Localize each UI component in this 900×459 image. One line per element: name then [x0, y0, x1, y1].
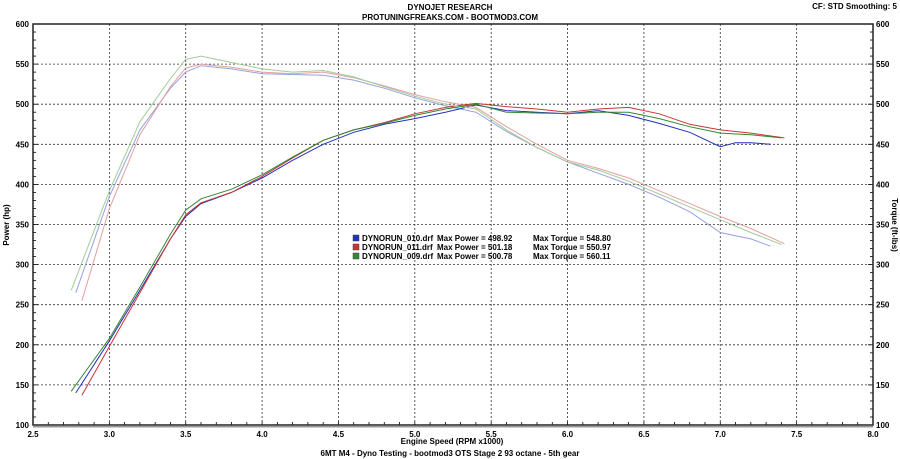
x-tick-label: 8.0 [867, 430, 879, 439]
grid [33, 24, 873, 425]
x-tick-label: 5.5 [486, 430, 498, 439]
y2-tick-label: 200 [876, 341, 890, 350]
legend-max-torque: Max Torque = 560.11 [533, 252, 611, 261]
y-tick-label: 300 [16, 261, 30, 270]
x-axis-label: Engine Speed (RPM x1000) [401, 437, 504, 446]
torque-line-DYNORUN_011.drf [81, 63, 785, 301]
y-tick-label: 600 [16, 20, 30, 29]
y2-tick-label: 300 [876, 261, 890, 270]
legend-max-power: Max Power = 500.78 [437, 252, 513, 261]
x-tick-label: 3.5 [180, 430, 192, 439]
x-tick-label: 6.5 [638, 430, 650, 439]
legend-max-power: Max Power = 501.18 [437, 243, 513, 252]
x-tick-label: 4.5 [333, 430, 345, 439]
x-tick-label: 2.5 [27, 430, 39, 439]
legend-swatch [352, 243, 360, 251]
y-tick-label: 100 [16, 421, 30, 430]
y-tick-label: 250 [16, 301, 30, 310]
power-line-DYNORUN_011.drf [81, 102, 785, 396]
x-tick-label: 6.0 [562, 430, 574, 439]
y-tick-label: 550 [16, 60, 30, 69]
y2-tick-label: 550 [876, 60, 890, 69]
y-tick-label: 350 [16, 221, 30, 230]
torque-line-DYNORUN_009.drf [70, 55, 782, 291]
legend-max-torque: Max Torque = 550.97 [533, 243, 611, 252]
plot-frame [32, 23, 874, 426]
y2-tick-label: 100 [876, 421, 890, 430]
y2-tick-label: 400 [876, 180, 890, 189]
legend-run-name: DYNORUN_009.drf [362, 252, 433, 261]
curves [70, 55, 785, 396]
legend-max-torque: Max Torque = 548.80 [533, 234, 611, 243]
settings-label: CF: STD Smoothing: 5 [812, 2, 897, 11]
y2-axis-label: Torque (ft-lbs) [890, 198, 899, 252]
x-tick-label: 7.5 [791, 430, 803, 439]
legend-run-name: DYNORUN_010.drf [362, 234, 433, 243]
x-tick-label: 7.0 [715, 430, 727, 439]
power-line-DYNORUN_010.drf [75, 104, 771, 394]
y-tick-label: 400 [16, 180, 30, 189]
y-tick-label: 450 [16, 140, 30, 149]
y-tick-label: 500 [16, 100, 30, 109]
torque-line-DYNORUN_010.drf [75, 65, 771, 293]
legend-run-name: DYNORUN_011.drf [362, 243, 433, 252]
y2-tick-label: 500 [876, 100, 890, 109]
chart-subtitle: PROTUNINGFREAKS.COM - BOOTMOD3.COM [362, 13, 538, 22]
y2-tick-label: 350 [876, 221, 890, 230]
y-axis-label: Power (hp) [2, 204, 11, 246]
power-line-DYNORUN_009.drf [70, 103, 782, 392]
legend-max-power: Max Power = 498.92 [437, 234, 513, 243]
x-tick-label: 4.0 [257, 430, 269, 439]
y2-tick-label: 150 [876, 381, 890, 390]
y-tick-label: 200 [16, 341, 30, 350]
legend-swatch [352, 234, 360, 242]
chart-title: DYNOJET RESEARCH [408, 3, 493, 12]
y2-tick-label: 450 [876, 140, 890, 149]
x-tick-label: 5.0 [409, 430, 421, 439]
y2-tick-label: 600 [876, 20, 890, 29]
y-tick-label: 150 [16, 381, 30, 390]
legend-swatch [352, 252, 360, 260]
chart-caption: 6MT M4 - Dyno Testing - bootmod3 OTS Sta… [321, 449, 580, 458]
legend: DYNORUN_010.drf Max Power = 498.92 Max Tor… [352, 234, 611, 261]
x-tick-label: 3.0 [104, 430, 116, 439]
y2-tick-label: 250 [876, 301, 890, 310]
